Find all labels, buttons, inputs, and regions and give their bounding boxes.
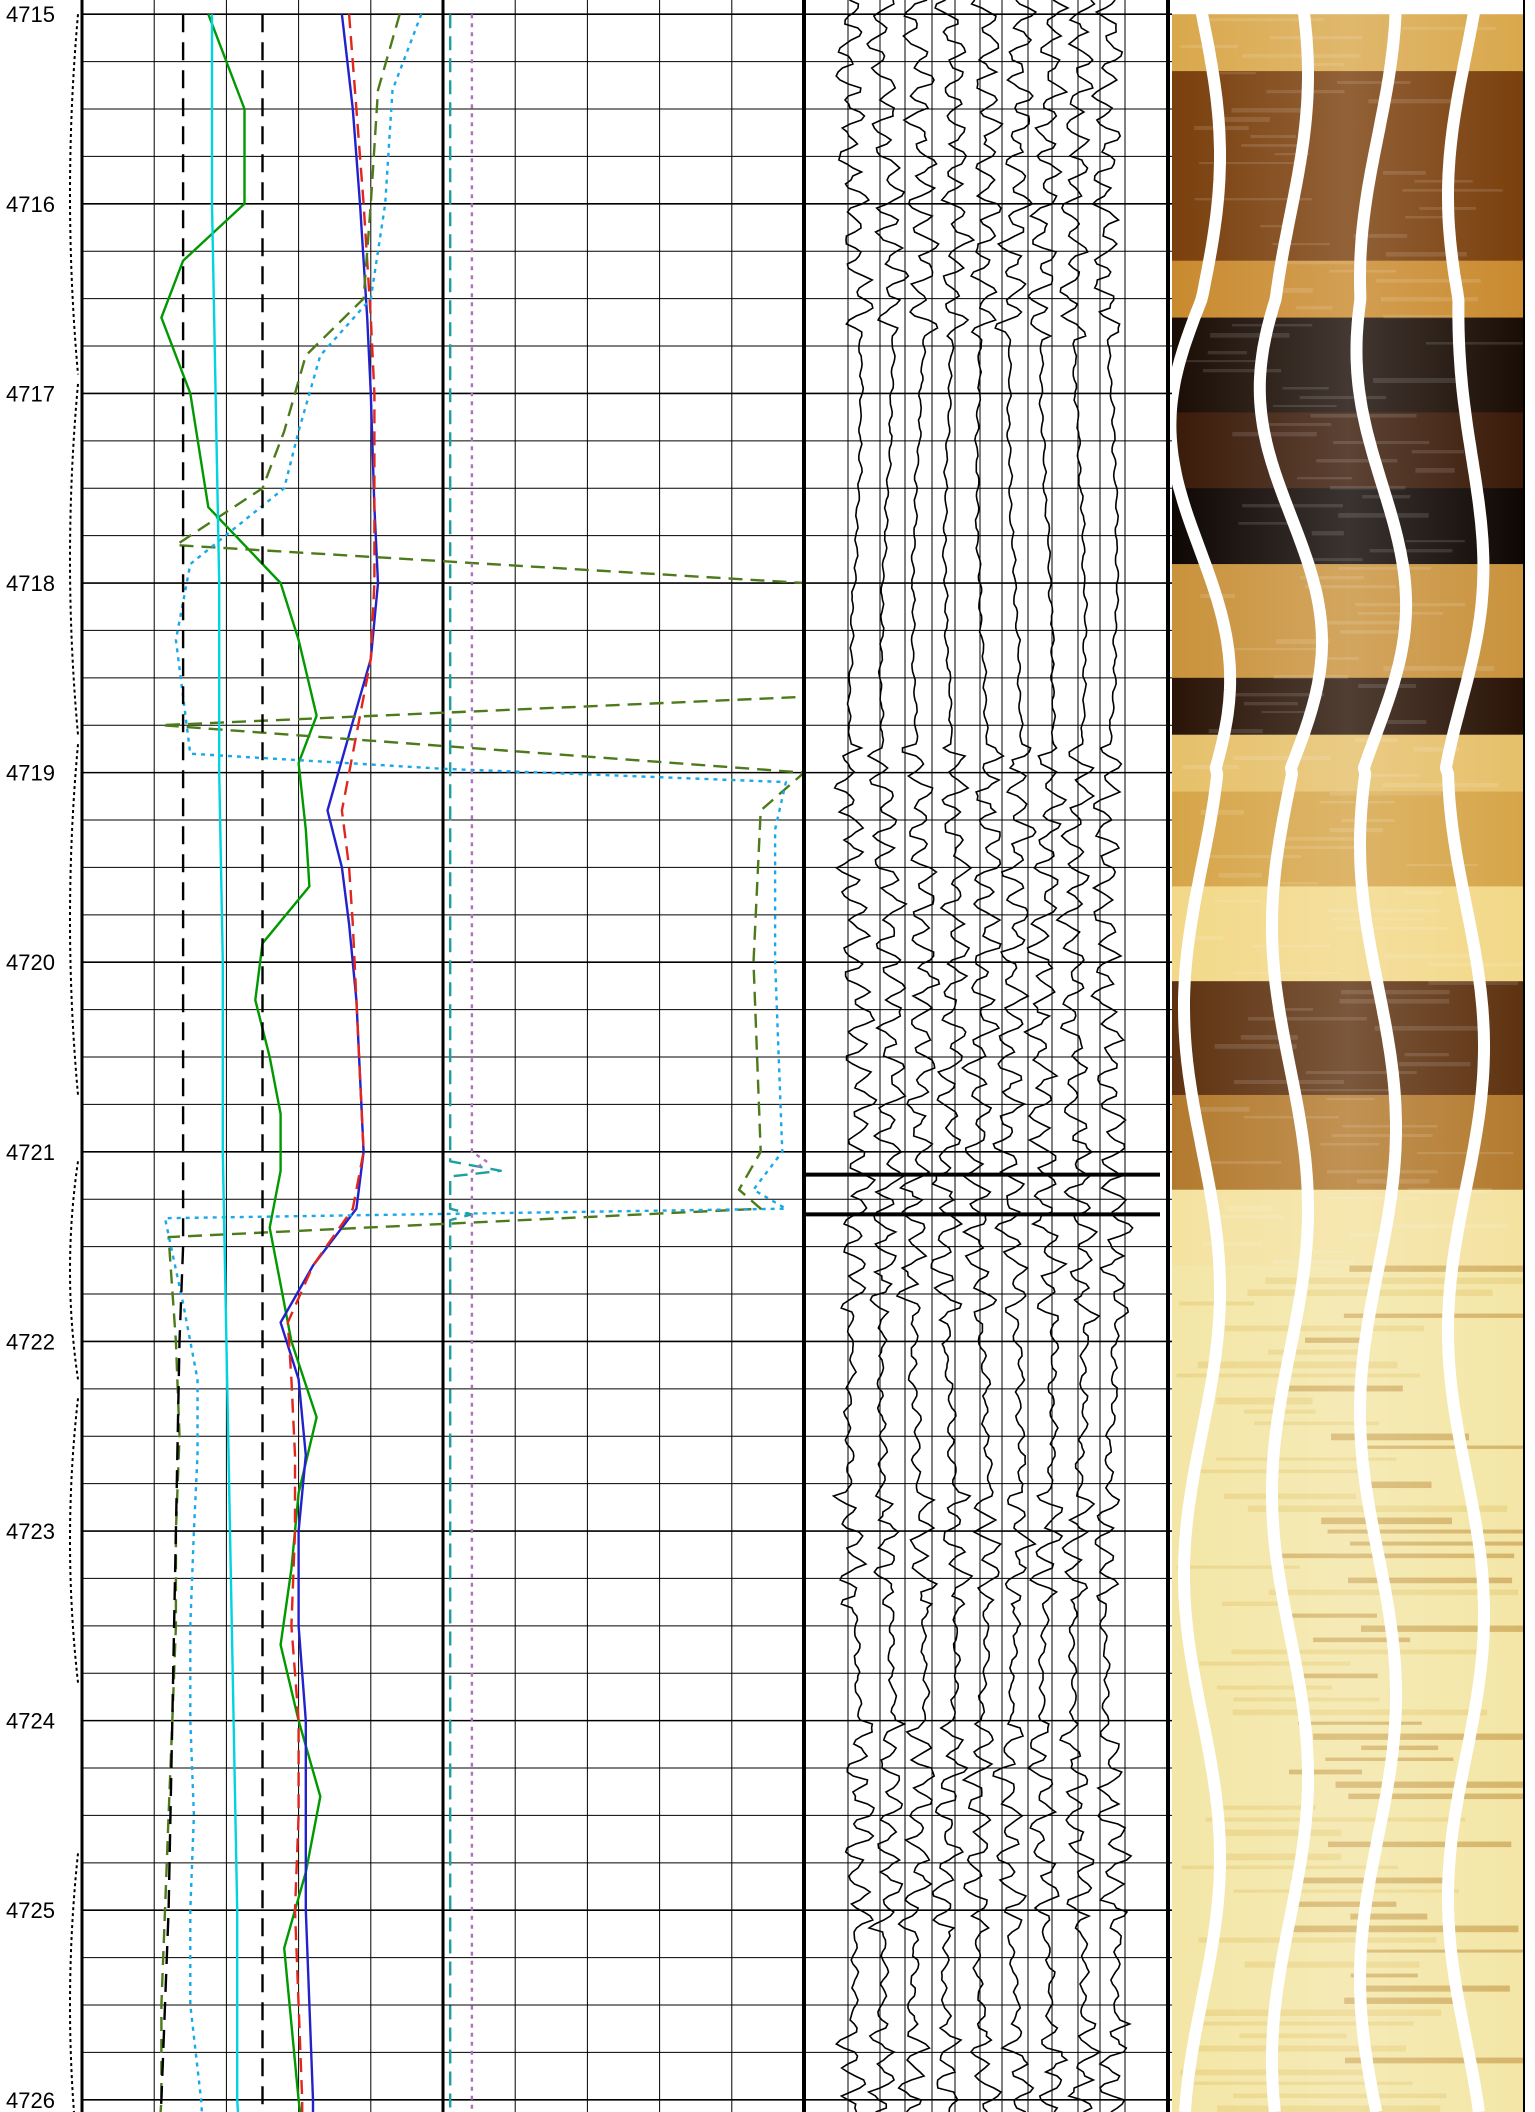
image-sheen bbox=[1172, 0, 1524, 2112]
image-sinusoid bbox=[1439, 0, 1490, 2112]
track-2-waveforms bbox=[806, 0, 1160, 2112]
depth-tick-label: 4724 bbox=[6, 1709, 55, 1734]
waveform-trace bbox=[1023, 0, 1070, 2112]
curve-9 bbox=[449, 14, 502, 2112]
image-sinusoid bbox=[1253, 0, 1328, 2112]
depth-tick-label: 4717 bbox=[6, 381, 55, 406]
depth-tick-label: 4716 bbox=[6, 192, 55, 217]
depth-tick-label: 4720 bbox=[6, 950, 55, 975]
depth-tick-label: 4722 bbox=[6, 1329, 55, 1354]
curve-5 bbox=[163, 13, 788, 2112]
depth-marker-arc bbox=[69, 1853, 79, 2112]
image-sinusoid bbox=[1172, 0, 1237, 2112]
depth-marker-arc bbox=[69, 1398, 79, 1683]
depth-tick-label: 4725 bbox=[6, 1898, 55, 1923]
depth-tick-label: 4721 bbox=[6, 1140, 55, 1165]
depth-marker-arc bbox=[69, 1161, 79, 1380]
waveform-trace bbox=[930, 0, 976, 2112]
depth-marker-arc bbox=[69, 14, 79, 375]
waveform-trace bbox=[992, 0, 1038, 2112]
depth-tick-label: 4715 bbox=[6, 2, 55, 27]
waveform-trace bbox=[895, 0, 941, 2112]
chart-frame bbox=[80, 0, 1525, 2112]
curve-1 bbox=[160, 13, 322, 2112]
curve-2 bbox=[279, 14, 380, 2112]
curve-3 bbox=[286, 14, 376, 2112]
waveform-trace bbox=[866, 0, 910, 2112]
track-1-curves bbox=[159, 13, 804, 2112]
depth-marker-arc bbox=[69, 383, 79, 735]
curve-6 bbox=[210, 14, 240, 2112]
track-3-image bbox=[1172, 0, 1524, 2112]
curve-10 bbox=[470, 14, 488, 2112]
depth-tick-label: 4719 bbox=[6, 761, 55, 786]
depth-marker-arc bbox=[69, 744, 79, 1096]
curve-4 bbox=[159, 13, 804, 2112]
image-sinusoid bbox=[1350, 0, 1413, 2112]
chart-grid bbox=[82, 0, 1172, 2112]
depth-tick-label: 4723 bbox=[6, 1519, 55, 1544]
waveform-trace bbox=[961, 0, 1005, 2112]
depth-axis: 4715 4716 4717 4718 4719 4720 4721 4722 4723 4724… bbox=[6, 2, 79, 2112]
depth-tick-label: 4718 bbox=[6, 571, 55, 596]
depth-tick-label: 4726 bbox=[6, 2088, 55, 2112]
waveform-trace bbox=[1090, 0, 1134, 2112]
waveform-trace bbox=[831, 0, 878, 2112]
curve-7 bbox=[159, 14, 185, 2112]
waveform-trace bbox=[1055, 0, 1102, 2112]
